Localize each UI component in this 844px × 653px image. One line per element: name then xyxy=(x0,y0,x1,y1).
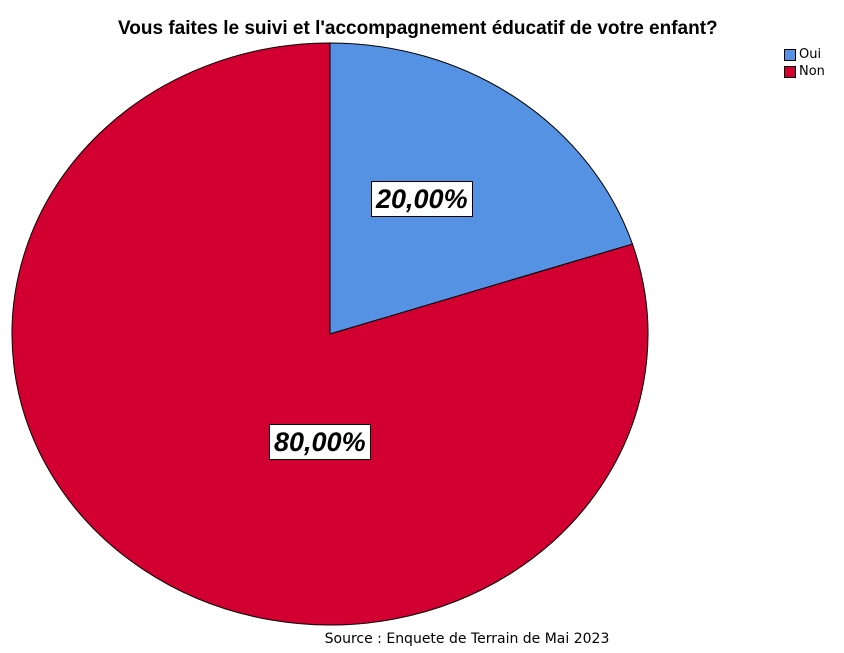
pie-slice-oui xyxy=(329,42,634,335)
chart-title: Vous faites le suivi et l'accompagnement… xyxy=(118,18,718,39)
data-label-oui: 20,00% xyxy=(371,181,473,217)
legend: Oui Non xyxy=(784,46,825,80)
pie-slice-non xyxy=(11,42,649,626)
data-label-non: 80,00% xyxy=(269,424,371,460)
legend-swatch-oui xyxy=(784,48,796,61)
legend-label-oui: Oui xyxy=(799,47,822,62)
legend-item-oui: Oui xyxy=(784,46,825,63)
legend-item-non: Non xyxy=(784,63,825,80)
legend-swatch-non xyxy=(784,65,796,78)
legend-label-non: Non xyxy=(799,64,825,79)
source-note: Source : Enquete de Terrain de Mai 2023 xyxy=(324,631,610,647)
